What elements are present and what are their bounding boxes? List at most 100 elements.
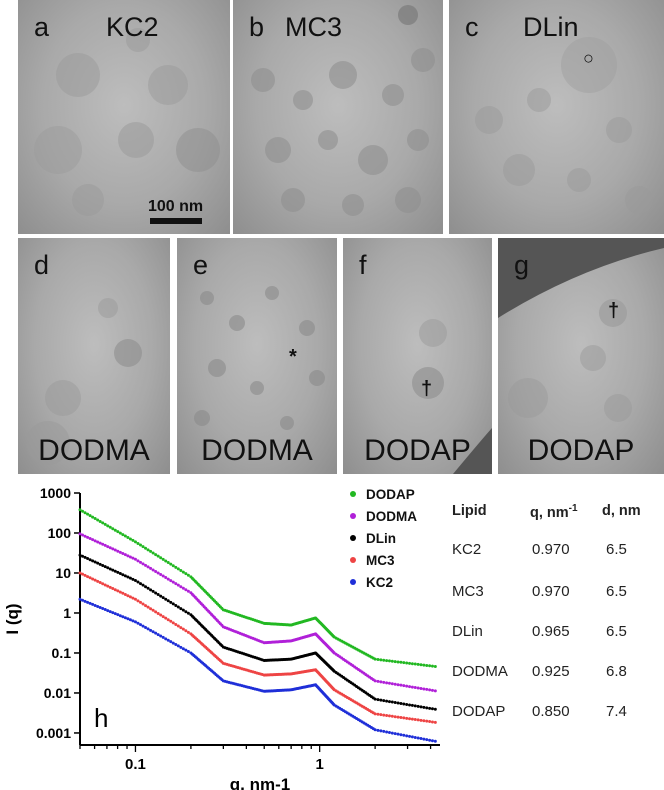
data-point xyxy=(385,681,389,685)
data-point xyxy=(136,621,140,625)
data-point xyxy=(138,600,142,604)
table-cell-lipid: DLin xyxy=(452,623,483,640)
data-point xyxy=(96,579,100,583)
data-point xyxy=(146,548,150,552)
data-point xyxy=(164,576,168,580)
data-point xyxy=(131,538,135,542)
scale-bar-label: 100 nm xyxy=(148,198,204,215)
data-point xyxy=(376,728,380,732)
data-point xyxy=(425,706,429,710)
series-kc2 xyxy=(78,597,437,743)
data-point xyxy=(433,720,437,724)
data-point xyxy=(416,686,420,690)
data-point xyxy=(430,707,434,711)
data-point xyxy=(144,563,148,567)
data-point xyxy=(176,605,180,609)
data-point xyxy=(425,663,429,667)
micrograph-a: a KC2 100 nm xyxy=(18,0,230,234)
data-point xyxy=(101,542,105,546)
data-point xyxy=(164,597,168,601)
legend-item-mc3: MC3 xyxy=(348,549,417,571)
data-point xyxy=(428,738,432,742)
data-point xyxy=(161,615,165,619)
data-point xyxy=(81,598,85,602)
data-point xyxy=(405,702,409,706)
data-point xyxy=(78,532,82,536)
data-point xyxy=(141,562,145,566)
data-point xyxy=(390,731,394,735)
data-point xyxy=(144,604,148,608)
data-point xyxy=(86,600,90,604)
data-point xyxy=(116,549,120,553)
data-point xyxy=(98,562,102,566)
legend-item-kc2: KC2 xyxy=(348,571,417,593)
data-point xyxy=(408,734,412,738)
panel-label-a: a xyxy=(34,12,50,42)
table-cell-q: 0.970 xyxy=(532,583,570,600)
data-point xyxy=(393,732,397,736)
data-point xyxy=(106,566,110,570)
data-point xyxy=(106,609,110,613)
panel-label-d: d xyxy=(34,250,50,280)
data-point xyxy=(91,559,95,563)
table-cell-q: 0.925 xyxy=(532,663,570,680)
data-point xyxy=(379,713,383,717)
data-point xyxy=(422,719,426,723)
data-point xyxy=(138,623,142,627)
table-cell-lipid: MC3 xyxy=(452,583,484,600)
data-point xyxy=(108,546,112,550)
data-point xyxy=(428,664,432,668)
panel-bottom-dodap-1: DODAP xyxy=(364,434,471,467)
data-point xyxy=(385,730,389,734)
data-point xyxy=(133,578,137,582)
data-point xyxy=(176,567,180,571)
data-point xyxy=(373,697,377,701)
data-point xyxy=(171,621,175,625)
panel-bottom-dodap-2: DODAP xyxy=(527,434,635,467)
data-point xyxy=(373,657,377,661)
data-point xyxy=(161,574,165,578)
data-point xyxy=(382,729,386,733)
legend-item-dlin: DLin xyxy=(348,527,417,549)
data-point xyxy=(121,533,125,537)
data-point xyxy=(136,580,140,584)
data-point xyxy=(106,545,110,549)
data-point xyxy=(156,571,160,575)
data-point xyxy=(161,596,165,600)
data-point xyxy=(184,629,188,633)
data-point xyxy=(159,634,163,638)
data-point xyxy=(382,680,386,684)
data-point xyxy=(98,605,102,609)
data-point xyxy=(151,630,155,634)
table-cell-lipid: DODMA xyxy=(452,663,508,680)
data-point xyxy=(399,716,403,720)
data-point xyxy=(433,689,437,693)
data-point xyxy=(96,604,100,608)
marker-circle: ○ xyxy=(583,48,594,68)
data-point xyxy=(422,737,426,741)
data-point xyxy=(141,583,145,587)
table-cell-q: 0.970 xyxy=(532,541,570,558)
data-point xyxy=(96,540,100,544)
data-point xyxy=(88,558,92,562)
data-point xyxy=(410,735,414,739)
table-header-q: q, nm-1 xyxy=(530,503,578,521)
data-point xyxy=(184,648,188,652)
data-point xyxy=(161,557,165,561)
data-point xyxy=(387,681,391,685)
data-point xyxy=(126,594,130,598)
panel-label-f: f xyxy=(359,250,367,280)
panel-bottom-dodma-1: DODMA xyxy=(38,434,150,467)
data-point xyxy=(91,577,95,581)
data-point xyxy=(101,607,105,611)
data-point xyxy=(393,701,397,705)
data-point xyxy=(399,733,403,737)
x-tick-label: 0.1 xyxy=(125,756,146,773)
data-point xyxy=(93,603,97,607)
data-point xyxy=(405,684,409,688)
data-point xyxy=(156,593,160,597)
micrograph-d: d DODMA xyxy=(18,238,170,474)
data-point xyxy=(141,602,145,606)
data-point xyxy=(93,560,97,564)
table-cell-q: 0.965 xyxy=(532,623,570,640)
